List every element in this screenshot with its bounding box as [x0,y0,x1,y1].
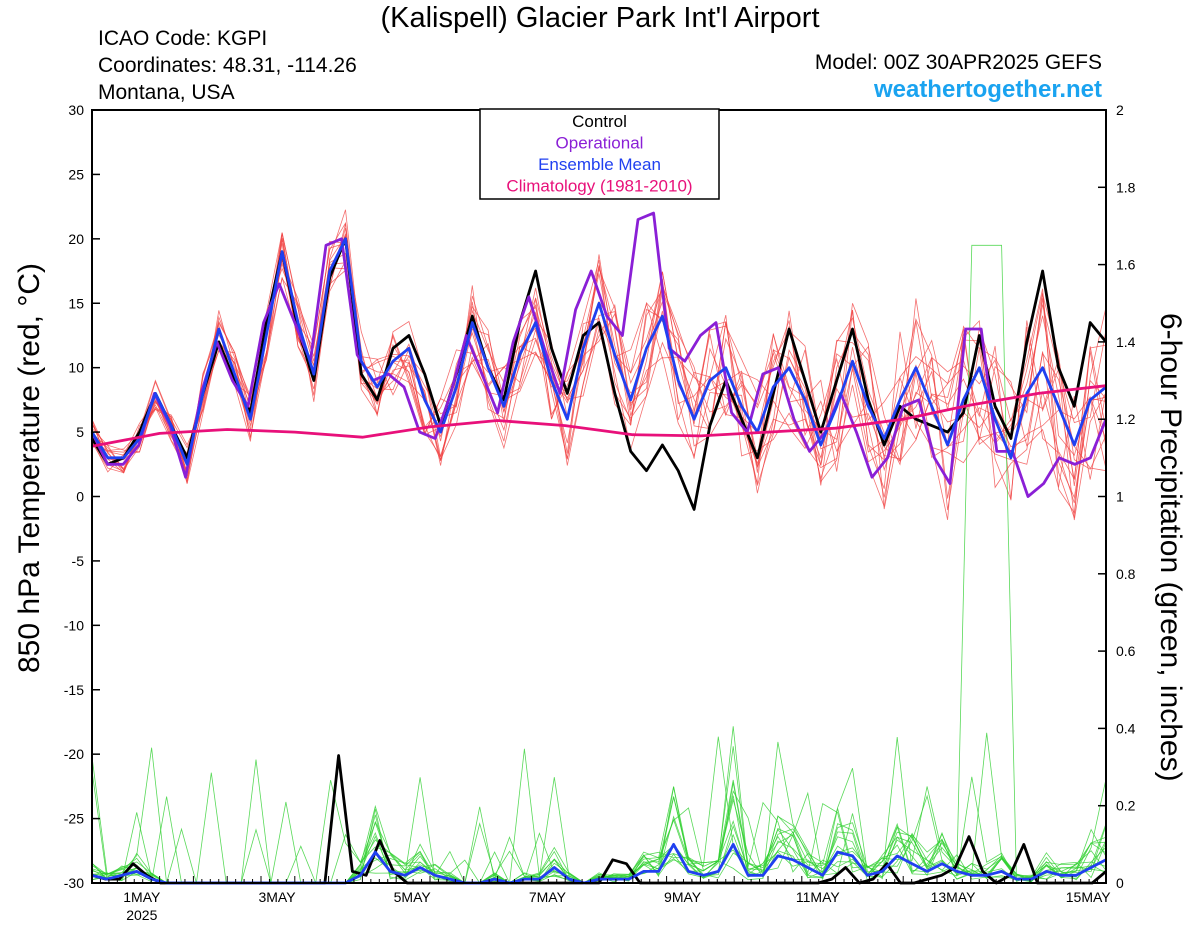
climatology-line [91,384,1107,448]
y-left-tick-label: -30 [64,875,84,891]
precip-member-line [91,756,1107,884]
mean-temp-line [90,237,1107,466]
legend-entry: Control [572,112,627,131]
site-link[interactable]: weathertogether.net [873,76,1102,103]
y-right-tick-label: 0.2 [1116,798,1136,814]
axes: 302520151050-5-10-15-20-25-3021.81.61.41… [64,102,1136,923]
control-precip-line [91,754,1107,885]
y-left-tick-label: 25 [68,166,84,182]
y-right-tick-label: 0.6 [1116,643,1136,659]
legend: Control Operational Ensemble Mean Climatolo… [479,108,720,200]
x-tick-label: 5MAY [394,889,432,905]
y-left-tick-label: 20 [68,231,84,247]
y-right-tick-label: 1.6 [1116,257,1136,273]
x-tick-label: 1MAY [123,889,161,905]
coordinates: Coordinates: 48.31, -114.26 [98,54,357,77]
y-left-tick-label: 0 [76,489,84,505]
y-right-tick-label: 0.4 [1116,720,1136,736]
y-left-tick-label: -15 [64,682,84,698]
legend-box [479,108,720,200]
y-left-tick-label: 30 [68,102,84,118]
y-right-tick-label: 1.8 [1116,179,1136,195]
y-right-tick-label: 0 [1116,875,1124,891]
y-left-tick-label: 5 [76,424,84,440]
y-left-tick-label: -10 [64,617,84,633]
temperature-member-line [91,238,1107,504]
x-tick-label: 7MAY [529,889,567,905]
y-left-tick-label: -25 [64,811,84,827]
y-right-tick-label: 1.2 [1116,411,1136,427]
x-tick-sublabel: 2025 [126,907,157,923]
x-tick-label: 11MAY [796,889,840,905]
legend-entry: Climatology (1981-2010) [506,177,692,196]
plot-frame [91,109,1107,884]
control-temp-line [90,237,1108,511]
temperature-member-line [91,233,1107,519]
icao-code: ICAO Code: KGPI [98,27,268,50]
chart-title: (Kalispell) Glacier Park Int'l Airport [380,2,820,34]
model-run: Model: 00Z 30APR2025 GEFS [814,51,1102,74]
y-right-tick-label: 1 [1116,489,1124,505]
legend-entry: Ensemble Mean [538,155,661,174]
main-series [90,211,1108,885]
operational-temp-line [90,211,1108,498]
x-tick-label: 15MAY [1066,889,1112,905]
y-left-tick-label: 15 [68,295,84,311]
x-tick-label: 13MAY [931,889,977,905]
legend-entry: Operational [556,134,644,153]
y-left-tick-label: -20 [64,746,84,762]
y-left-tick-label: -5 [72,553,85,569]
y-right-tick-label: 1.4 [1116,334,1136,350]
y-left-tick-label: 10 [68,360,84,376]
temperature-member-line [91,259,1107,514]
temperature-member-line [91,233,1107,511]
x-tick-label: 9MAY [664,889,702,905]
y-right-tick-label: 2 [1116,102,1124,118]
x-tick-label: 3MAY [258,889,296,905]
y-right-tick-label: 0.8 [1116,566,1136,582]
ensemble-members [91,209,1107,884]
location-state: Montana, USA [98,81,235,104]
